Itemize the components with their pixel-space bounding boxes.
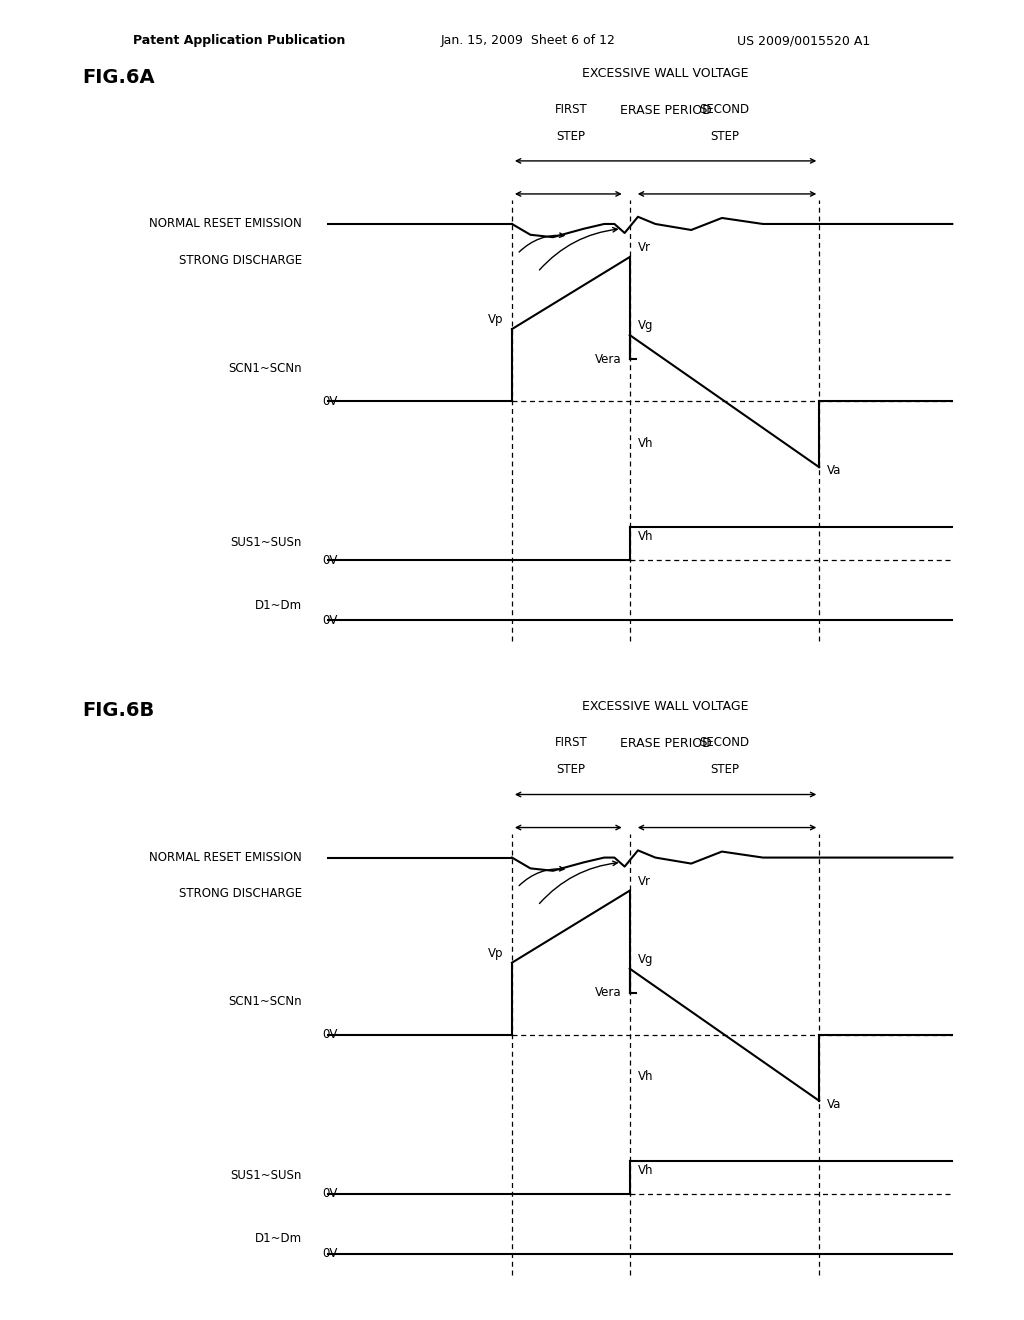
Text: SECOND: SECOND <box>699 103 750 116</box>
Text: 0V: 0V <box>323 554 338 566</box>
Text: Vr: Vr <box>638 242 651 253</box>
Text: EXCESSIVE WALL VOLTAGE: EXCESSIVE WALL VOLTAGE <box>583 701 749 713</box>
Text: SECOND: SECOND <box>699 737 750 750</box>
Text: Vh: Vh <box>638 531 653 544</box>
Text: Jan. 15, 2009  Sheet 6 of 12: Jan. 15, 2009 Sheet 6 of 12 <box>440 34 615 48</box>
Text: Vr: Vr <box>638 875 651 887</box>
Text: D1~Dm: D1~Dm <box>255 1233 302 1246</box>
Text: 0V: 0V <box>323 395 338 408</box>
Text: Va: Va <box>827 465 842 478</box>
Text: Vera: Vera <box>595 986 622 999</box>
Text: 0V: 0V <box>323 1028 338 1041</box>
Text: 0V: 0V <box>323 614 338 627</box>
Text: STEP: STEP <box>556 763 586 776</box>
Text: FIG.6A: FIG.6A <box>82 67 155 87</box>
Text: ERASE PERIOD: ERASE PERIOD <box>620 104 712 117</box>
Text: NORMAL RESET EMISSION: NORMAL RESET EMISSION <box>150 218 302 231</box>
Text: SUS1~SUSn: SUS1~SUSn <box>230 1170 302 1183</box>
Text: FIRST: FIRST <box>555 737 587 750</box>
Text: ERASE PERIOD: ERASE PERIOD <box>620 738 712 751</box>
Text: Vh: Vh <box>638 1164 653 1177</box>
Text: Vg: Vg <box>638 319 653 333</box>
Text: STRONG DISCHARGE: STRONG DISCHARGE <box>179 887 302 900</box>
Text: Vg: Vg <box>638 953 653 966</box>
Text: FIG.6B: FIG.6B <box>82 701 155 721</box>
Text: Vera: Vera <box>595 352 622 366</box>
Text: Vh: Vh <box>638 1071 653 1084</box>
Text: 0V: 0V <box>323 1188 338 1200</box>
Text: STEP: STEP <box>556 129 586 143</box>
Text: FIRST: FIRST <box>555 103 587 116</box>
Text: Vp: Vp <box>488 946 504 960</box>
Text: STEP: STEP <box>710 129 739 143</box>
Text: Vh: Vh <box>638 437 653 450</box>
Text: D1~Dm: D1~Dm <box>255 599 302 612</box>
Text: US 2009/0015520 A1: US 2009/0015520 A1 <box>737 34 870 48</box>
Text: SCN1~SCNn: SCN1~SCNn <box>228 362 302 375</box>
Text: EXCESSIVE WALL VOLTAGE: EXCESSIVE WALL VOLTAGE <box>583 67 749 79</box>
Text: Vp: Vp <box>488 313 504 326</box>
Text: STEP: STEP <box>710 763 739 776</box>
Text: 0V: 0V <box>323 1247 338 1261</box>
Text: NORMAL RESET EMISSION: NORMAL RESET EMISSION <box>150 851 302 865</box>
Text: Patent Application Publication: Patent Application Publication <box>133 34 345 48</box>
Text: SUS1~SUSn: SUS1~SUSn <box>230 536 302 549</box>
Text: STRONG DISCHARGE: STRONG DISCHARGE <box>179 253 302 267</box>
Text: SCN1~SCNn: SCN1~SCNn <box>228 995 302 1008</box>
Text: Va: Va <box>827 1098 842 1111</box>
